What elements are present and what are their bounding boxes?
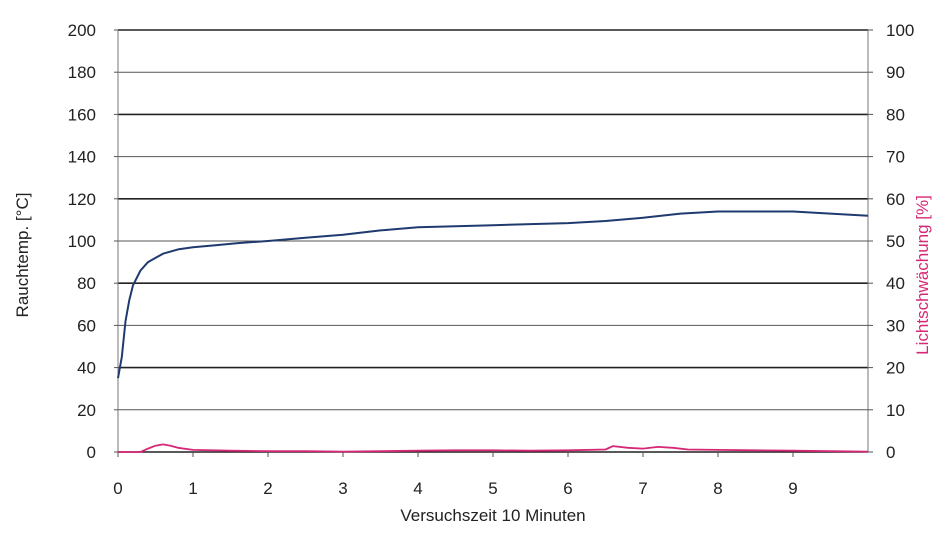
x-tick-label: 4 <box>413 479 422 498</box>
y-tick-label: 200 <box>68 21 96 40</box>
y-tick-label: 60 <box>77 316 96 335</box>
x-tick-label: 7 <box>638 479 647 498</box>
x-axis-title: Versuchszeit 10 Minuten <box>400 506 585 525</box>
x-tick-label: 1 <box>188 479 197 498</box>
y2-tick-label: 50 <box>886 232 905 251</box>
y-tick-label: 180 <box>68 63 96 82</box>
x-axis-ticks: 0 1 2 3 4 5 6 7 8 9 <box>113 452 798 498</box>
series-layer <box>117 210 869 453</box>
y2-tick-label: 100 <box>886 21 914 40</box>
y2-tick-label: 40 <box>886 274 905 293</box>
y-tick-label: 160 <box>68 105 96 124</box>
y-tick-label: 120 <box>68 190 96 209</box>
y2-tick-label: 80 <box>886 105 905 124</box>
gridlines <box>118 29 868 453</box>
x-tick-label: 2 <box>263 479 272 498</box>
series-line-temperature <box>117 210 869 379</box>
y2-tick-label: 30 <box>886 316 905 335</box>
y-tick-label: 40 <box>77 359 96 378</box>
y-tick-label: 0 <box>87 443 96 462</box>
y-axis-right-ticks: 0 10 20 30 40 50 60 70 80 90 100 <box>868 21 914 462</box>
y-tick-label: 100 <box>68 232 96 251</box>
x-tick-label: 6 <box>563 479 572 498</box>
y2-tick-label: 0 <box>886 443 895 462</box>
y-tick-label: 140 <box>68 148 96 167</box>
y-axis-left-title: Rauchtemp. [°C] <box>13 193 32 318</box>
x-tick-label: 0 <box>113 479 122 498</box>
series-line-light <box>118 443 869 453</box>
x-tick-label: 8 <box>713 479 722 498</box>
x-tick-label: 3 <box>338 479 347 498</box>
y-tick-label: 20 <box>77 401 96 420</box>
y2-tick-label: 20 <box>886 359 905 378</box>
y2-tick-label: 10 <box>886 401 905 420</box>
y-axis-right-title: Lichtschwächung [%] <box>913 195 932 355</box>
y-axis-left-ticks: 0 20 40 60 80 100 120 140 160 180 200 <box>68 21 118 462</box>
x-tick-label: 5 <box>488 479 497 498</box>
y2-tick-label: 90 <box>886 63 905 82</box>
y2-tick-label: 60 <box>886 190 905 209</box>
x-tick-label: 9 <box>788 479 797 498</box>
y-tick-label: 80 <box>77 274 96 293</box>
y2-tick-label: 70 <box>886 148 905 167</box>
